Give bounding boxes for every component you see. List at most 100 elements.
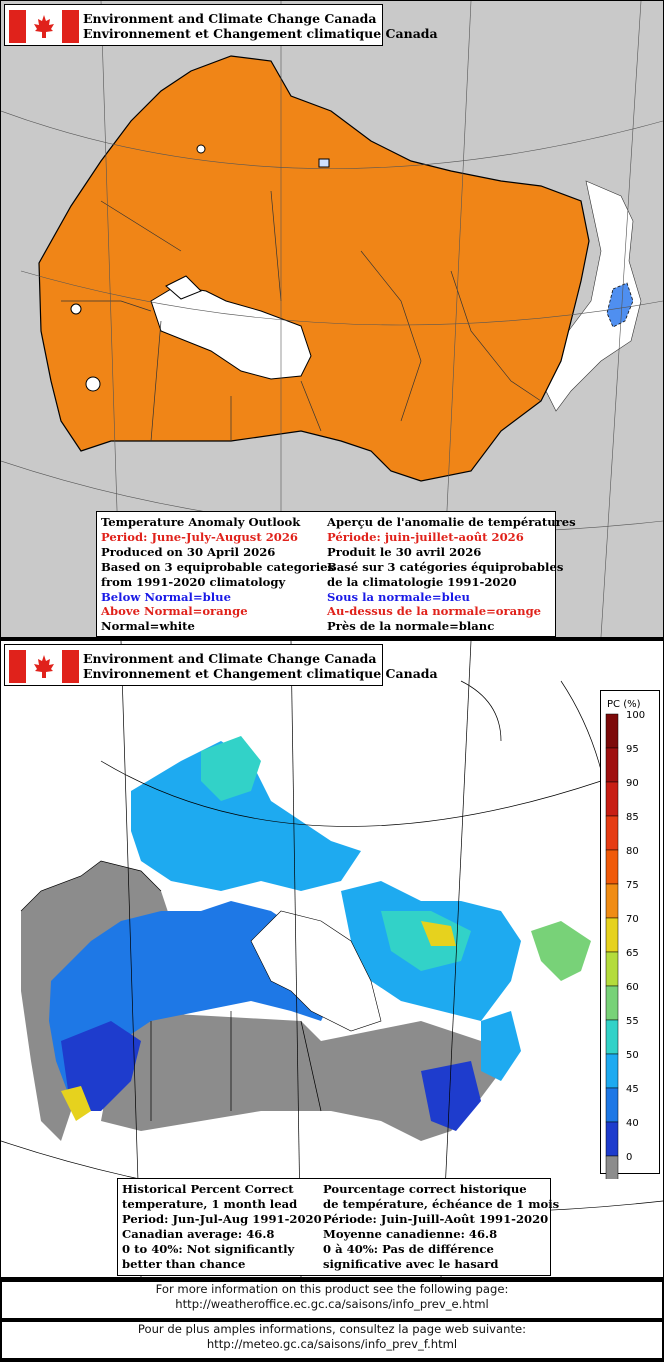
header-banner: Environment and Climate Change Canada En…: [4, 644, 438, 686]
colorbar-tick-label: 90: [626, 778, 639, 789]
legend-average: Canadian average: 46.8: [122, 1226, 275, 1241]
colorbar-swatch: [605, 849, 619, 885]
skill-region-70: [421, 921, 456, 946]
legend-produced: Produit le 30 avril 2026: [327, 544, 482, 559]
header-title-en: Environment and Climate Change Canada: [83, 651, 377, 666]
info-text: For more information on this product see…: [155, 1282, 509, 1296]
legend-period: Period: Jun-Jul-Aug 1991-2020: [122, 1211, 322, 1226]
colorbar-scale: 100 95 90 85 80 75 70 65 60 55 50 45 40 0: [605, 710, 645, 1179]
legend-based: de la climatologie 1991-2020: [327, 574, 517, 589]
colorbar-tick-label: 80: [626, 846, 639, 857]
above-normal-area: [38, 55, 590, 482]
header-title-fr: Environnement et Changement climatique C…: [83, 26, 438, 41]
legend-french: Aperçu de l'anomalie de températures Pér…: [327, 515, 576, 634]
legend-title: Temperature Anomaly Outlook: [101, 515, 301, 529]
colorbar-tick-label: 0: [626, 1152, 632, 1163]
colorbar-tick-label: 65: [626, 948, 639, 959]
anomaly-outlook-panel: Environment and Climate Change Canada En…: [1, 1, 663, 637]
info-link[interactable]: http://meteo.gc.ca/saisons/info_prev_f.h…: [206, 1337, 458, 1351]
normal-spot: [196, 144, 206, 154]
colorbar-swatch: [605, 781, 619, 817]
info-text: Pour de plus amples informations, consul…: [137, 1322, 527, 1336]
colorbar-tick-label: 70: [626, 914, 639, 925]
colorbar-swatch: [605, 985, 619, 1021]
info-box-english: For more information on this product see…: [1, 1281, 663, 1319]
legend-below: Sous la normale=bleu: [327, 589, 470, 604]
colorbar-swatch: [605, 713, 619, 749]
hudson-bay: [250, 910, 382, 1032]
legend-subtitle: de température, échéance de 1 mois: [323, 1196, 560, 1211]
normal-area-foxe: [165, 275, 202, 300]
legend-significance: significative avec le hasard: [323, 1256, 499, 1271]
canada-flag-icon: [9, 650, 79, 683]
legend-above: Above Normal=orange: [101, 604, 248, 619]
colorbar-tick-label: 85: [626, 812, 639, 823]
normal-spot: [318, 158, 330, 168]
greenland-landmass: [540, 180, 642, 412]
colorbar-tick-label: 75: [626, 880, 639, 891]
skill-region-60: [531, 921, 591, 981]
legend-significance: 0 to 40%: Not significantly: [122, 1241, 295, 1256]
legend-period: Period: June-July-August 2026: [101, 529, 298, 544]
legend-english: Historical Percent Correct temperature, …: [122, 1182, 322, 1271]
colorbar-swatch: [605, 883, 619, 919]
skill-region-40: [421, 1061, 481, 1131]
below-normal-area: [606, 282, 634, 328]
header-title-en: Environment and Climate Change Canada: [83, 11, 377, 26]
colorbar-swatch: [605, 1155, 619, 1179]
colorbar-swatch: [605, 747, 619, 783]
outlook-legend: Temperature Anomaly Outlook Period: June…: [96, 511, 576, 637]
colorbar-swatch: [605, 951, 619, 987]
colorbar-tick-label: 50: [626, 1050, 639, 1061]
colorbar-tick-label: 45: [626, 1084, 639, 1095]
legend-average: Moyenne canadienne: 46.8: [323, 1226, 498, 1241]
legend-above: Au-dessus de la normale=orange: [327, 604, 542, 619]
legend-french: Pourcentage correct historique de tempér…: [323, 1182, 559, 1271]
colorbar-swatch: [605, 1053, 619, 1089]
colorbar-tick-label: 60: [626, 982, 639, 993]
colorbar-swatch: [605, 917, 619, 953]
colorbar-tick-label: 100: [626, 710, 645, 721]
percent-correct-legend: Historical Percent Correct temperature, …: [117, 1178, 559, 1276]
legend-title: Pourcentage correct historique: [323, 1182, 527, 1196]
header-title-fr: Environnement et Changement climatique C…: [83, 666, 438, 681]
legend-normal: Normal=white: [101, 619, 195, 634]
skill-region-55: [201, 736, 261, 801]
colorbar-tick-label: 95: [626, 744, 639, 755]
skill-region-50: [481, 1011, 521, 1081]
info-box-french: Pour de plus amples informations, consul…: [1, 1321, 663, 1359]
colorbar-title: PC (%): [607, 699, 641, 710]
colorbar-swatch: [605, 1019, 619, 1055]
legend-normal: Près de la normale=blanc: [327, 619, 495, 634]
legend-title: Aperçu de l'anomalie de températures: [327, 515, 576, 529]
legend-based: Basé sur 3 catégories équiprobables: [327, 559, 564, 574]
pc-colorbar: PC (%) 100 95 90 85 80 75 70 65 60 55 50 45 40 0: [600, 690, 660, 1179]
info-link[interactable]: http://weatheroffice.ec.gc.ca/saisons/in…: [175, 1297, 489, 1311]
skill-region-70: [61, 1086, 91, 1121]
percent-correct-panel: Environment and Climate Change Canada En…: [1, 641, 663, 1277]
skill-region-50: [131, 741, 361, 891]
legend-based: Based on 3 equiprobable categories: [101, 559, 335, 574]
legend-produced: Produced on 30 April 2026: [101, 544, 276, 559]
legend-significance: 0 à 40%: Pas de différence: [323, 1241, 494, 1256]
legend-based: from 1991-2020 climatology: [101, 574, 286, 589]
normal-spot: [85, 376, 101, 392]
colorbar-swatch: [605, 1087, 619, 1123]
colorbar-tick-label: 40: [626, 1118, 639, 1129]
colorbar-swatch: [605, 1121, 619, 1157]
canada-flag-icon: [9, 10, 79, 43]
legend-english: Temperature Anomaly Outlook Period: June…: [101, 515, 334, 634]
legend-period: Période: juin-juillet-août 2026: [327, 529, 524, 544]
legend-subtitle: temperature, 1 month lead: [122, 1196, 298, 1211]
legend-below: Below Normal=blue: [101, 589, 231, 604]
legend-title: Historical Percent Correct: [122, 1182, 294, 1196]
legend-period: Période: Juin-Juill-Août 1991-2020: [323, 1211, 549, 1226]
legend-significance: better than chance: [122, 1256, 246, 1271]
percent-correct-map: [1, 641, 663, 1277]
colorbar-tick-label: 55: [626, 1016, 639, 1027]
normal-area-hudson: [150, 285, 312, 380]
colorbar-swatch: [605, 815, 619, 851]
header-banner: Environment and Climate Change Canada En…: [4, 4, 438, 46]
not-significant-area: [101, 1011, 501, 1141]
normal-spot: [70, 303, 82, 315]
